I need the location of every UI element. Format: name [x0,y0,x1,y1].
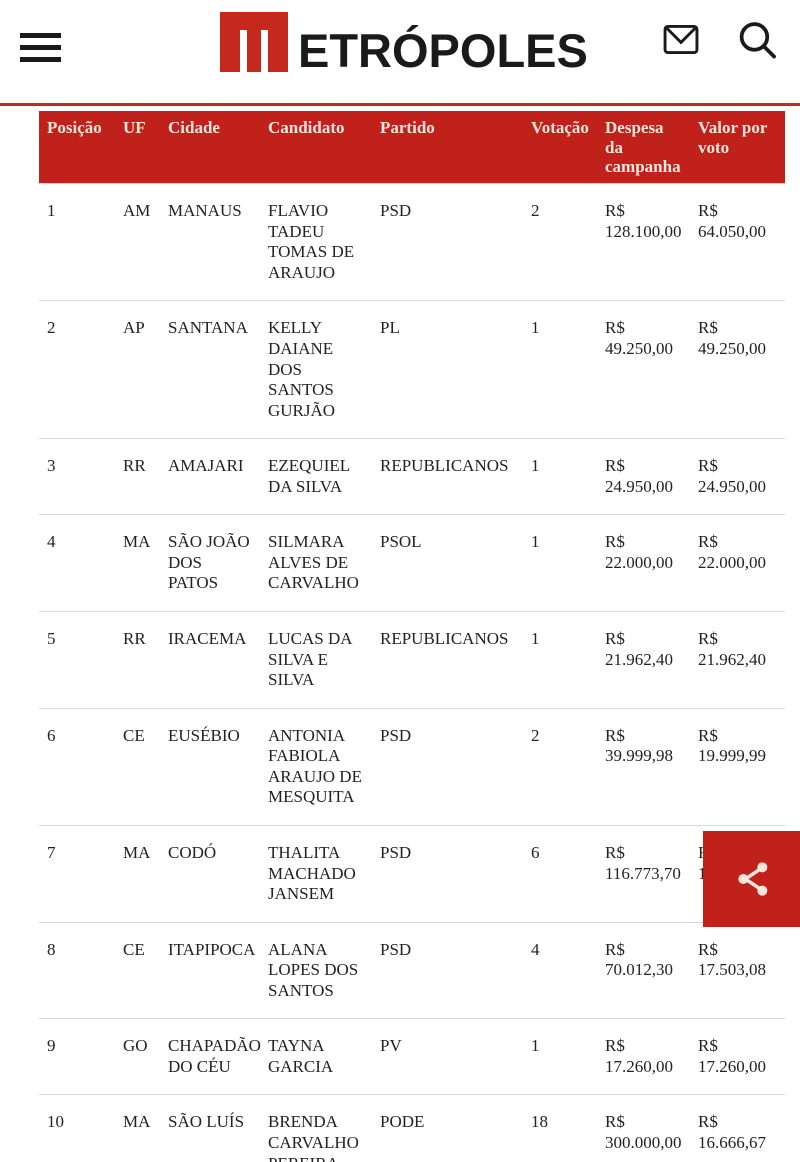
svg-text:ETRÓPOLES: ETRÓPOLES [298,24,588,77]
